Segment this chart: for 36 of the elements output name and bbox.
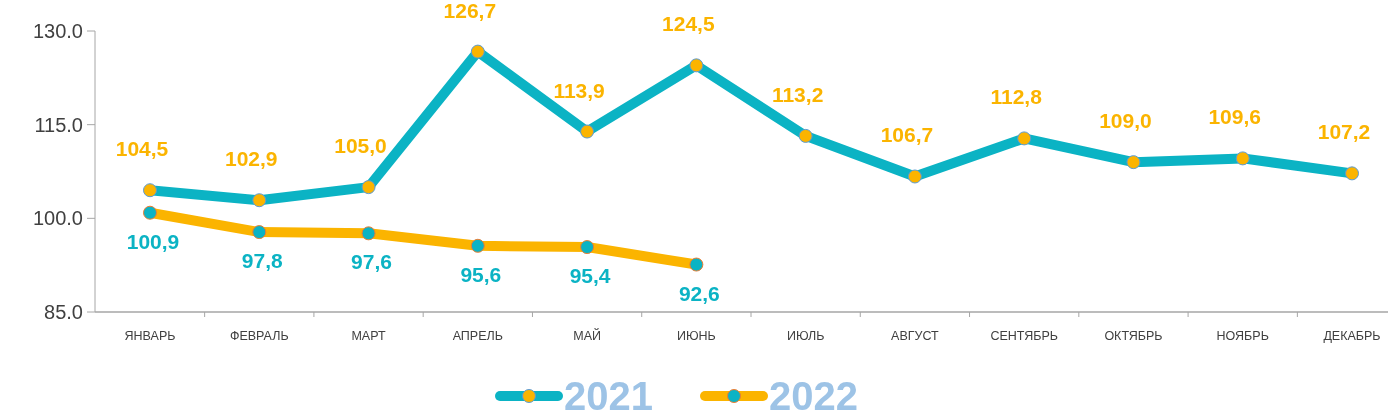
x-tick-label: АВГУСТ bbox=[891, 329, 940, 343]
data-label: 113,9 bbox=[553, 78, 605, 102]
x-tick-label: НОЯБРЬ bbox=[1216, 329, 1269, 343]
x-tick-label: АПРЕЛЬ bbox=[452, 329, 503, 343]
data-label: 124,5 bbox=[662, 12, 715, 36]
data-label: 112,8 bbox=[990, 85, 1043, 109]
y-tick-label: 130.0 bbox=[32, 20, 83, 42]
data-label: 109,6 bbox=[1208, 105, 1262, 129]
y-tick-label: 100.0 bbox=[32, 207, 83, 230]
data-label: 113,2 bbox=[771, 82, 824, 106]
data-label: 105,0 bbox=[334, 134, 387, 158]
data-label: 104,5 bbox=[115, 137, 169, 161]
y-tick-label: 85.0 bbox=[44, 301, 83, 323]
legend-label: 2021 bbox=[564, 374, 653, 413]
data-label: 97,8 bbox=[241, 249, 284, 273]
x-tick-label: ИЮЛЬ bbox=[786, 329, 825, 343]
y-tick-label: 115.0 bbox=[34, 113, 83, 136]
data-label: 95,4 bbox=[569, 264, 611, 288]
data-label: 109,0 bbox=[1099, 109, 1152, 133]
x-tick-label: ИЮНЬ bbox=[676, 329, 716, 343]
data-label: 126,7 bbox=[443, 0, 497, 22]
x-tick-label: ЯНВАРЬ bbox=[124, 329, 176, 343]
data-label: 107,2 bbox=[1317, 120, 1371, 144]
data-label: 97,6 bbox=[351, 250, 392, 274]
x-tick-label: ФЕВРАЛЬ bbox=[229, 329, 289, 343]
data-label: 106,7 bbox=[880, 123, 934, 147]
x-tick-label: ДЕКАБРЬ bbox=[1323, 329, 1381, 343]
data-label: 100,9 bbox=[126, 229, 180, 253]
data-label: 102,9 bbox=[224, 147, 278, 171]
x-tick-label: СЕНТЯБРЬ bbox=[990, 329, 1058, 343]
data-label: 92,6 bbox=[678, 281, 720, 305]
x-tick-label: ОКТЯБРЬ bbox=[1104, 329, 1163, 343]
x-tick-label: МАЙ bbox=[573, 328, 601, 343]
legend-label: 2022 bbox=[769, 374, 858, 413]
data-label: 95,6 bbox=[460, 262, 502, 286]
x-tick-label: МАРТ bbox=[351, 329, 386, 343]
